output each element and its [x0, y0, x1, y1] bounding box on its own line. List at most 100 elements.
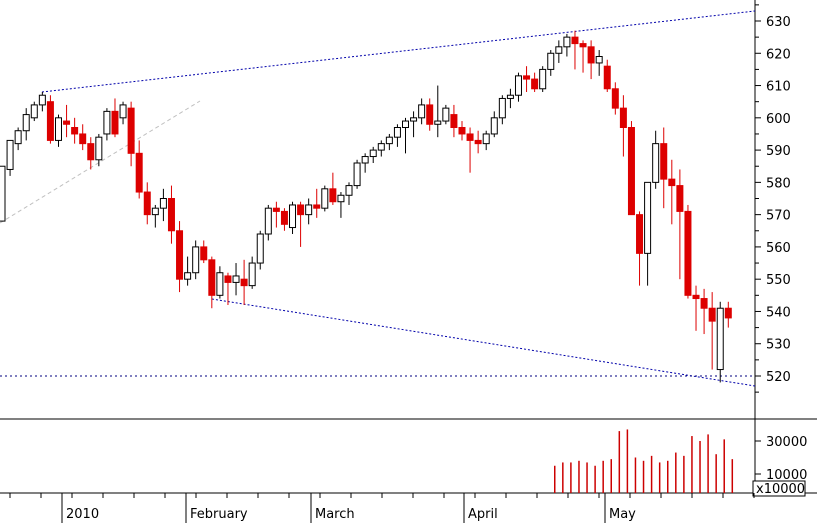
candle	[79, 124, 87, 151]
candle	[329, 172, 337, 205]
candle-body-up	[652, 143, 660, 183]
candle	[289, 201, 297, 234]
candle	[369, 146, 377, 163]
candle-body-up	[216, 272, 224, 296]
candle-body-down	[450, 114, 458, 129]
candle-body-down	[135, 152, 143, 193]
candle-body-down	[240, 278, 248, 287]
candle	[716, 301, 724, 383]
candle-body-up	[159, 198, 167, 209]
candle-body-up	[539, 68, 547, 90]
candle	[724, 301, 732, 328]
candle	[232, 263, 240, 296]
candle-body-down	[603, 65, 611, 90]
candle-body-down	[127, 107, 135, 154]
candle	[514, 72, 522, 102]
candle	[506, 88, 514, 109]
candle-body-down	[111, 110, 119, 135]
candle-body-up	[321, 188, 329, 209]
candle-body-down	[627, 127, 635, 216]
candle-body-down	[619, 107, 627, 128]
candle-body-down	[71, 127, 79, 135]
price-tick-label: 550	[766, 273, 791, 288]
candle-body-down	[200, 246, 208, 261]
candle	[668, 159, 676, 225]
candle	[0, 165, 6, 222]
candle-body-up	[151, 207, 159, 216]
candle	[14, 127, 22, 151]
price-tick-label: 620	[766, 47, 791, 62]
volume-unit-label: x10000	[756, 482, 805, 497]
candle	[135, 140, 143, 199]
price-panel: 630 620 610 600 590 580 570 560 550 540 530 520	[0, 0, 817, 420]
candle-body-up	[353, 162, 361, 187]
candle-body-down	[474, 139, 482, 145]
candle-body-down	[587, 46, 595, 64]
upper-trendline	[41, 10, 756, 93]
time-axis-label: March	[315, 507, 355, 522]
candle	[184, 256, 192, 286]
candle-body-up	[385, 136, 393, 145]
candle-body-up	[289, 204, 297, 229]
candle	[200, 240, 208, 264]
candle	[159, 188, 167, 222]
candle	[660, 127, 668, 209]
candle	[224, 272, 232, 305]
candle	[676, 169, 684, 280]
time-axis-label: 2010	[66, 507, 99, 522]
candle-body-down	[272, 207, 280, 212]
candle	[426, 98, 434, 131]
price-tick-label: 610	[766, 80, 791, 95]
candle-body-down	[143, 191, 151, 216]
candle-body-up	[38, 94, 46, 106]
candle-body-down	[676, 185, 684, 212]
candle-body-down	[692, 294, 700, 300]
candle	[490, 111, 498, 138]
candle-body-up	[442, 107, 450, 122]
candle	[127, 101, 135, 167]
price-tick-label: 520	[766, 370, 791, 385]
price-axis-ticks: 630 620 610 600 590 580 570 560 550 540 530 520	[755, 4, 791, 393]
candle-body-up	[248, 262, 256, 287]
candle-body-up	[410, 117, 418, 122]
candle	[6, 139, 14, 176]
candle-body-up	[337, 194, 345, 203]
candle-body-down	[458, 127, 466, 135]
candle	[644, 181, 652, 286]
candle-body-down	[63, 120, 71, 125]
candle	[87, 137, 95, 170]
candle-body-down	[571, 36, 579, 45]
candle	[38, 92, 46, 112]
candle	[442, 104, 450, 125]
candle-body-up	[547, 52, 555, 70]
candle-body-up	[595, 56, 603, 64]
candle	[402, 117, 409, 154]
candle-body-up	[482, 133, 490, 145]
candle	[321, 185, 329, 212]
candle-body-up	[490, 117, 498, 135]
candle-body-up	[119, 104, 127, 119]
candlestick-series	[0, 30, 732, 383]
candle	[410, 111, 418, 138]
candle	[627, 121, 635, 216]
price-tick-label: 530	[766, 338, 791, 353]
candle	[103, 108, 111, 141]
candle-body-up	[264, 207, 272, 235]
candle	[63, 104, 71, 138]
time-axis-label: February	[190, 507, 248, 522]
candle-body-down	[579, 43, 587, 48]
candle-body-down	[280, 210, 288, 225]
candle-body-up	[192, 246, 200, 274]
candle-body-down	[684, 210, 692, 296]
candle-body-up	[377, 143, 385, 151]
candle	[474, 130, 482, 154]
candle	[482, 130, 490, 151]
candle	[523, 66, 531, 92]
candle-body-up	[716, 307, 724, 371]
trendlines	[0, 10, 756, 387]
candle-body-up	[232, 275, 240, 283]
candle	[531, 72, 539, 92]
time-axis: 2010 February March April May	[9, 493, 755, 523]
candle	[192, 240, 200, 280]
volume-tick-label: 10000	[766, 468, 807, 483]
